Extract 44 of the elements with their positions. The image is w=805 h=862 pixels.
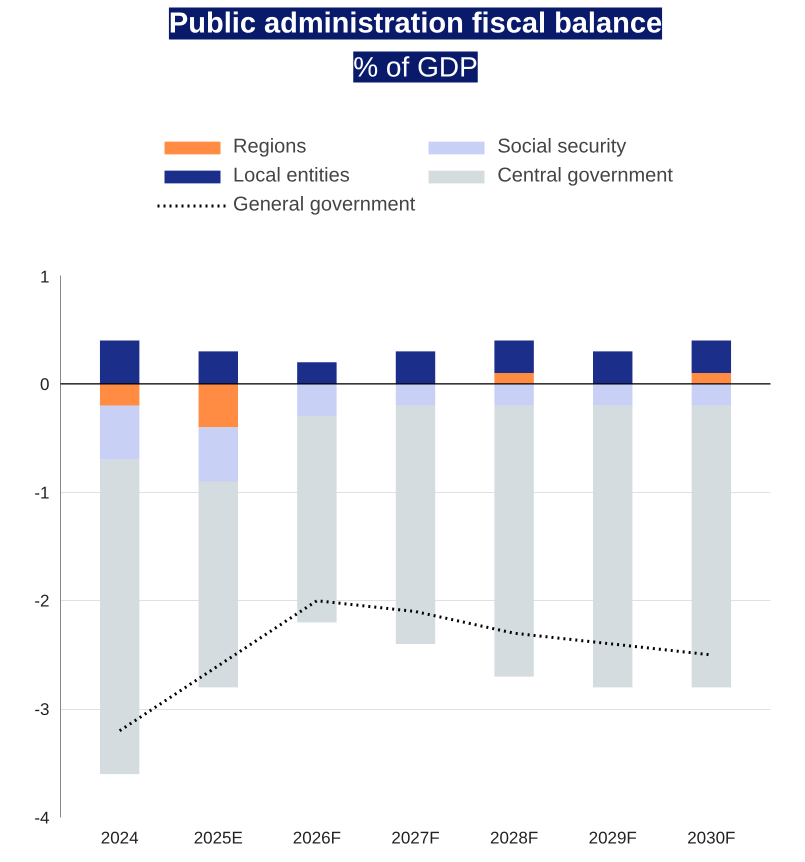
x-tick-label: 2025E — [194, 828, 243, 848]
bar — [198, 481, 238, 688]
bar — [100, 340, 140, 384]
bar — [692, 340, 732, 374]
y-tick-label: -4 — [34, 808, 50, 828]
bar — [396, 351, 436, 384]
x-tick-label: 2029F — [588, 828, 637, 848]
legend-label: General government — [233, 194, 416, 216]
bar — [692, 384, 732, 406]
bar — [494, 384, 534, 406]
bar — [297, 416, 337, 622]
bar — [692, 373, 732, 384]
bar — [198, 427, 238, 482]
bar — [593, 384, 632, 406]
bar — [692, 406, 732, 688]
bar — [100, 406, 140, 460]
bar — [396, 406, 436, 644]
chart-title: Public administration fiscal balance — [168, 8, 662, 40]
bar — [297, 362, 337, 384]
legend-label: Central government — [497, 164, 673, 188]
x-tick-label: 2027F — [391, 828, 440, 848]
x-tick-label: 2028F — [490, 828, 538, 848]
legend-label: Local entities — [233, 164, 350, 188]
bar — [396, 384, 436, 406]
bar — [593, 406, 632, 688]
chart-subtitle: % of GDP — [353, 52, 478, 82]
bar — [494, 406, 534, 677]
y-tick-label: 1 — [40, 268, 50, 286]
y-tick-label: -1 — [34, 483, 50, 502]
bar — [100, 384, 140, 406]
bar — [297, 384, 337, 416]
bar — [198, 384, 238, 428]
legend-label: Regions — [233, 136, 306, 158]
x-tick-label: 2030F — [687, 828, 736, 848]
y-tick-label: -3 — [34, 700, 50, 720]
legend-label: Social security — [497, 136, 626, 158]
x-tick-label: 2024 — [100, 828, 139, 848]
y-tick-label: 0 — [40, 374, 50, 394]
bar — [198, 351, 238, 384]
y-tick-label: -2 — [34, 592, 50, 611]
bar — [494, 340, 534, 374]
bar — [593, 351, 632, 384]
x-tick-label: 2026F — [292, 828, 341, 848]
bar — [494, 373, 534, 384]
